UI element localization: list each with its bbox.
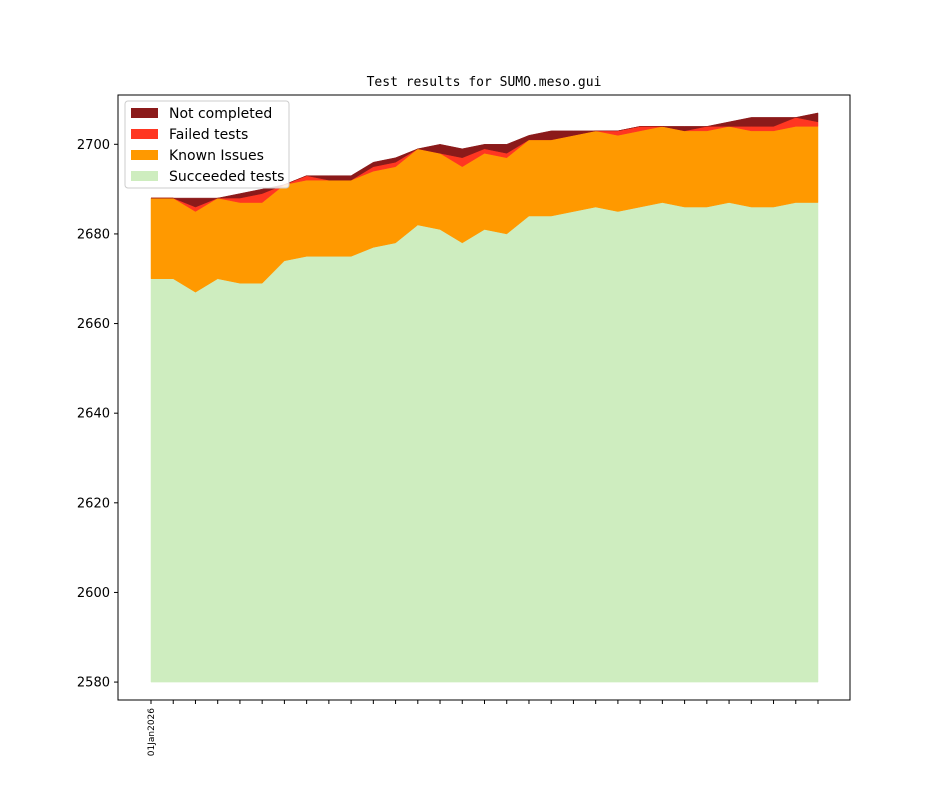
legend-box: [124, 100, 290, 189]
y-tick-label: 2600: [77, 586, 110, 601]
legend: Not completed Failed tests Known Issues Suc…: [124, 100, 290, 189]
legend-swatch-succeeded-tests: [131, 171, 158, 181]
y-axis: 2580 2600 2620 2640 2660 2680 2700: [77, 138, 118, 691]
legend-label-not-completed: Not completed: [169, 106, 272, 122]
chart-title: Test results for SUMO.meso.gui: [367, 75, 602, 90]
y-tick-label: 2700: [77, 138, 110, 153]
area-not-completed: [151, 112, 819, 208]
x-tick-label: 01Jan2026: [147, 708, 157, 757]
legend-swatch-not-completed: [131, 108, 158, 118]
legend-label-succeeded-tests: Succeeded tests: [169, 169, 284, 185]
legend-label-known-issues: Known Issues: [169, 148, 264, 164]
legend-swatch-known-issues: [131, 150, 158, 160]
y-tick-label: 2620: [77, 496, 110, 511]
y-tick-label: 2640: [77, 407, 110, 422]
stacked-areas: [150, 112, 819, 683]
y-tick-label: 2580: [77, 676, 110, 691]
y-tick-label: 2680: [77, 227, 110, 242]
y-tick-label: 2660: [77, 317, 110, 332]
legend-label-failed-tests: Failed tests: [169, 127, 248, 143]
legend-swatch-failed-tests: [131, 129, 158, 139]
x-axis: 01Jan2026: [147, 700, 819, 757]
plot-frame: [117, 94, 851, 701]
